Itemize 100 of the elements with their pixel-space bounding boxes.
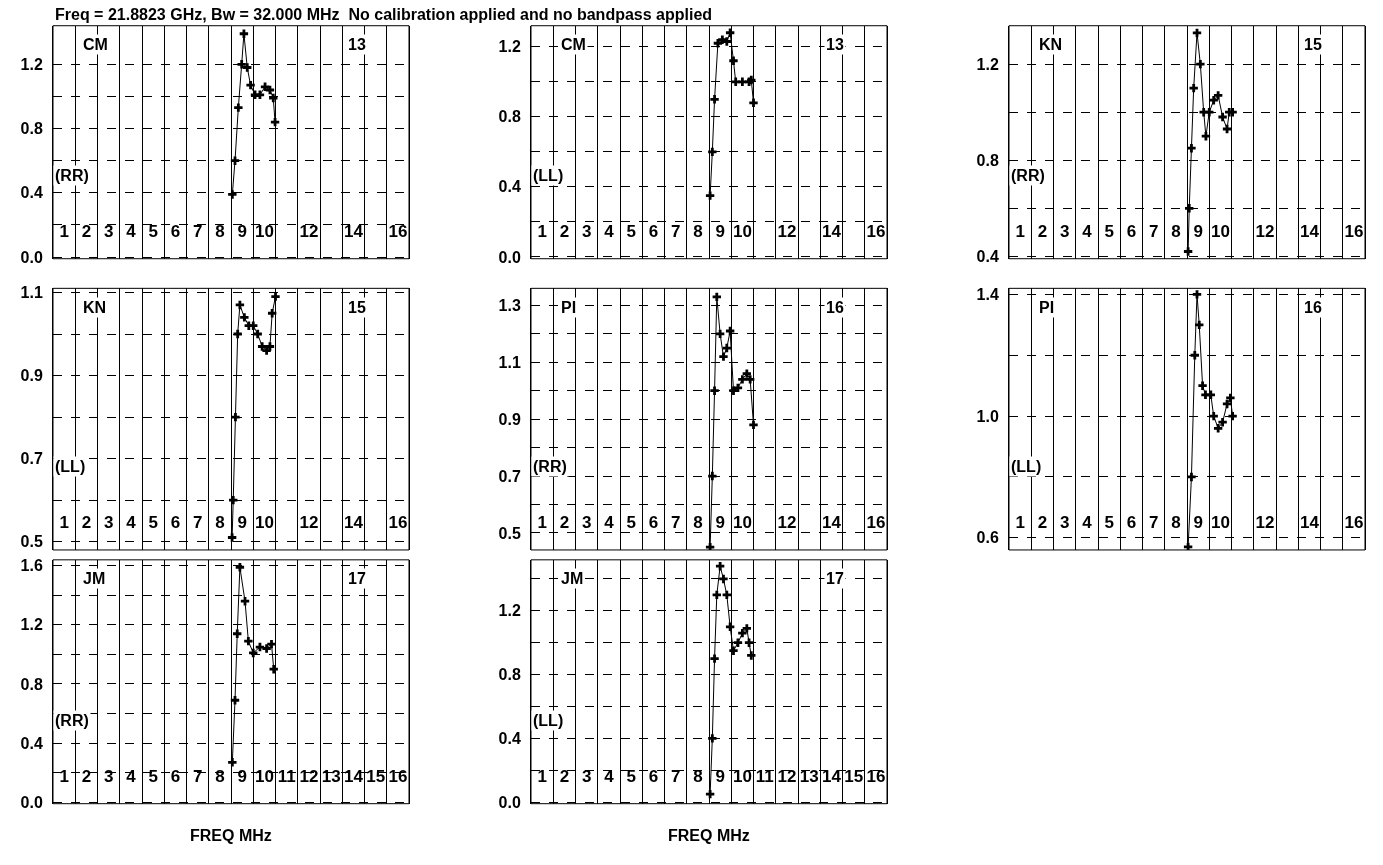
- x-tick-label: 6: [648, 222, 659, 242]
- x-tick-label: 14: [821, 513, 842, 533]
- x-tick-label: 4: [126, 513, 137, 533]
- chart-title: Freq = 21.8823 GHz, Bw = 32.000 MHz No calibration applied and no bandpass applied: [55, 6, 713, 23]
- x-tick-label: 1: [1015, 222, 1025, 242]
- x-tick-label: 5: [626, 513, 636, 533]
- y-tick-label: 1.3: [498, 297, 521, 314]
- y-tick-label: 1.2: [498, 602, 521, 620]
- x-tick-label: 6: [170, 222, 181, 242]
- x-tick-label: 2: [1037, 222, 1048, 242]
- x-tick-label: 7: [1148, 513, 1159, 533]
- x-tick-label: 12: [1255, 513, 1275, 533]
- y-tick-label: 0.6: [976, 529, 999, 547]
- x-tick-label: 6: [1126, 513, 1137, 533]
- annotation: 13: [348, 36, 366, 53]
- y-tick-label: 1.2: [976, 55, 999, 73]
- x-tick-label: 11: [755, 767, 774, 787]
- x-tick-label: 7: [192, 222, 203, 242]
- x-tick-label: 12: [299, 767, 319, 787]
- annotation: 17: [348, 570, 366, 587]
- x-tick-label: 9: [1193, 222, 1203, 242]
- x-tick-label: 14: [343, 513, 364, 533]
- annotation: 16: [1304, 299, 1322, 316]
- x-tick-label: 9: [715, 767, 725, 787]
- x-tick-label: 10: [732, 222, 752, 242]
- x-tick-label: 12: [299, 513, 319, 533]
- y-tick-label: 0.5: [498, 524, 521, 542]
- x-tick-label: 7: [670, 222, 681, 242]
- x-tick-label: 16: [866, 222, 886, 242]
- x-tick-label: 3: [1059, 222, 1070, 242]
- y-tick-label: 0.7: [20, 450, 43, 468]
- x-tick-label: 12: [777, 513, 797, 533]
- x-tick-label: 2: [559, 513, 570, 533]
- x-tick-label: 4: [126, 222, 137, 242]
- x-tick-label: 1: [537, 767, 547, 787]
- x-tick-label: 2: [81, 767, 92, 787]
- annotation: (RR): [533, 458, 567, 475]
- x-tick-label: 5: [626, 222, 636, 242]
- annotation: CM: [83, 36, 108, 53]
- x-tick-label: 16: [388, 222, 408, 242]
- x-tick-label: 4: [1082, 222, 1093, 242]
- x-tick-label: 10: [1210, 222, 1230, 242]
- annotation: (RR): [1011, 167, 1045, 184]
- y-tick-label: 0.8: [498, 666, 521, 684]
- x-tick-label: 3: [581, 222, 592, 242]
- x-tick-label: 6: [648, 513, 659, 533]
- y-tick-label: 1.6: [20, 557, 43, 575]
- y-tick-label: 0.0: [20, 793, 43, 811]
- x-tick-label: 1: [1015, 513, 1025, 533]
- y-tick-label: 1.1: [20, 284, 43, 302]
- y-tick-label: 0.4: [498, 178, 521, 196]
- x-tick-label: 6: [170, 513, 181, 533]
- x-tick-label: 9: [715, 513, 725, 533]
- x-tick-label: 8: [1171, 222, 1181, 242]
- x-tick-label: 12: [777, 222, 797, 242]
- x-tick-label: 16: [1344, 222, 1364, 242]
- x-tick-label: 16: [866, 513, 886, 533]
- annotation: JM: [561, 570, 584, 587]
- x-tick-label: 10: [1210, 513, 1230, 533]
- x-tick-label: 9: [237, 513, 247, 533]
- x-tick-label: 8: [215, 222, 225, 242]
- x-tick-label: 2: [559, 767, 570, 787]
- x-tick-label: 12: [1255, 222, 1275, 242]
- annotation: 17: [826, 570, 844, 587]
- x-tick-label: 13: [321, 767, 341, 787]
- x-tick-label: 5: [148, 767, 158, 787]
- y-tick-label: 0.0: [498, 793, 521, 811]
- x-tick-label: 2: [1037, 513, 1048, 533]
- y-tick-label: 1.4: [976, 286, 999, 304]
- x-axis-title: FREQ MHz: [190, 827, 272, 844]
- x-tick-label: 3: [581, 513, 592, 533]
- x-tick-label: 6: [170, 767, 181, 787]
- y-tick-label: 1.2: [20, 616, 43, 634]
- annotation: (LL): [1011, 458, 1042, 475]
- annotation: 15: [348, 299, 366, 316]
- annotation: CM: [561, 36, 586, 53]
- x-axis-title: FREQ MHz: [668, 827, 750, 844]
- x-tick-label: 1: [59, 222, 69, 242]
- x-tick-label: 14: [1299, 513, 1320, 533]
- y-tick-label: 0.4: [20, 184, 43, 202]
- y-tick-label: 1.2: [20, 55, 43, 73]
- x-tick-label: 10: [732, 767, 752, 787]
- annotation: KN: [83, 299, 107, 316]
- x-tick-label: 15: [366, 767, 386, 787]
- x-tick-label: 9: [237, 222, 247, 242]
- x-tick-label: 4: [1082, 513, 1093, 533]
- annotation: 16: [826, 299, 844, 316]
- annotation: (RR): [55, 712, 89, 729]
- x-tick-label: 3: [1059, 513, 1070, 533]
- x-tick-label: 16: [1344, 513, 1364, 533]
- x-tick-label: 10: [732, 513, 752, 533]
- x-tick-label: 12: [299, 222, 319, 242]
- annotation: PI: [561, 299, 577, 316]
- x-tick-label: 5: [1104, 222, 1114, 242]
- y-tick-label: 1.1: [498, 353, 521, 371]
- y-tick-label: 0.8: [976, 151, 999, 169]
- annotation: (LL): [55, 458, 86, 475]
- x-tick-label: 14: [343, 222, 364, 242]
- y-tick-label: 0.4: [20, 734, 43, 752]
- x-tick-label: 4: [604, 513, 615, 533]
